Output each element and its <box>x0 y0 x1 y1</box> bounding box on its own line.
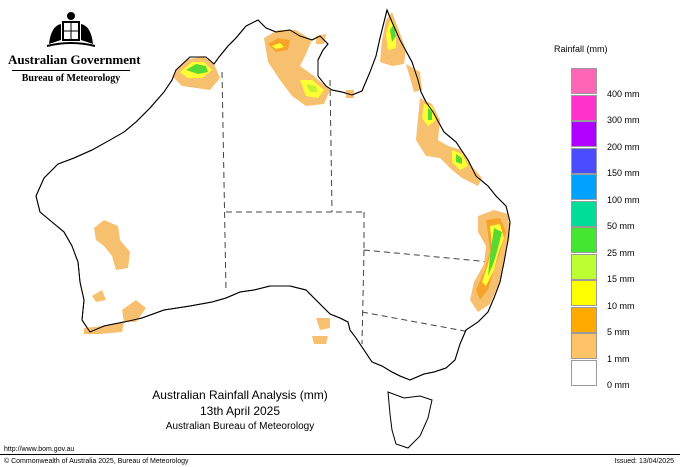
map-title: Australian Rainfall Analysis (mm) <box>152 388 328 402</box>
legend-swatch <box>571 94 597 121</box>
footer-divider <box>0 454 680 455</box>
legend-swatch <box>571 253 597 280</box>
legend-swatch <box>571 121 597 147</box>
legend-label: 150 mm <box>607 168 640 178</box>
legend-swatch <box>571 68 597 94</box>
legend-label: 10 mm <box>607 300 635 311</box>
coat-of-arms-icon <box>46 12 96 47</box>
legend-swatch <box>571 333 597 359</box>
state-borders <box>221 71 491 345</box>
legend-swatch <box>571 174 597 200</box>
legend-label: 400 mm <box>607 88 640 99</box>
logo-divider <box>12 70 130 71</box>
legend-swatch <box>571 306 597 333</box>
footer-url[interactable]: http://www.bom.gov.au <box>4 446 75 453</box>
map-source: Australian Bureau of Meteorology <box>165 421 315 432</box>
legend-label: 15 mm <box>607 274 635 284</box>
legend-title: Rainfall (mm) <box>554 44 608 54</box>
legend-swatch <box>571 227 597 253</box>
map-date: 13th April 2025 <box>199 404 281 418</box>
government-logo: Australian Government Bureau of Meteorol… <box>8 10 141 94</box>
tasmania-outline <box>387 391 433 449</box>
legend-label: 200 mm <box>607 141 640 152</box>
agency-label: Bureau of Meteorology <box>21 73 121 84</box>
legend-label: 100 mm <box>607 194 640 205</box>
legend-swatch <box>571 359 597 386</box>
footer-copyright: © Commonwealth of Australia 2025, Bureau… <box>4 458 189 465</box>
government-label: Australian Government <box>8 52 141 67</box>
rainfall-areas <box>84 12 510 344</box>
map-title-block: Australian Rainfall Analysis (mm) 13th A… <box>120 388 360 432</box>
legend-label: 1 mm <box>607 353 630 364</box>
legend-label: 25 mm <box>607 247 635 258</box>
legend-label: 0 mm <box>607 380 630 390</box>
footer-issued: Issued: 13/04/2025 <box>614 458 674 465</box>
legend-label: 50 mm <box>607 221 635 231</box>
legend-swatch <box>571 280 597 306</box>
legend-swatch <box>571 200 597 227</box>
legend-swatch <box>571 147 597 174</box>
legend-label: 300 mm <box>607 115 640 125</box>
legend-label: 5 mm <box>607 327 630 337</box>
